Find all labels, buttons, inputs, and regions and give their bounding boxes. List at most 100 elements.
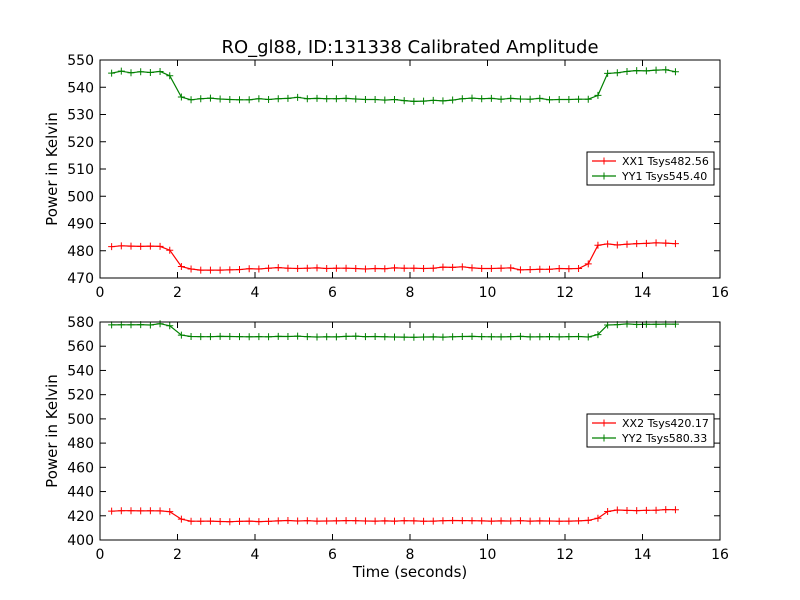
bottom-x-tick-label: 4 xyxy=(251,547,260,563)
bottom-series-2-point xyxy=(565,333,573,341)
bottom-series-2-point xyxy=(604,321,612,329)
top-series-2-point xyxy=(216,95,224,103)
bottom-series-1-point xyxy=(410,517,418,525)
bottom-series-1-point xyxy=(487,517,495,525)
bottom-x-tick-label: 12 xyxy=(556,547,574,563)
top-series-1-point xyxy=(497,264,505,272)
bottom-series-1-point xyxy=(439,517,447,525)
top-x-tick-label: 2 xyxy=(173,285,182,301)
top-series-2-point xyxy=(623,67,631,75)
top-x-tick-label: 10 xyxy=(479,285,497,301)
top-series-1-point xyxy=(371,264,379,272)
bottom-series-1-point xyxy=(575,517,583,525)
top-series-1-point xyxy=(187,265,195,273)
top-series-2-point xyxy=(197,95,205,103)
top-legend-marker-1 xyxy=(600,157,608,165)
top-series-2-point xyxy=(594,91,602,99)
bottom-x-tick-label: 8 xyxy=(406,547,415,563)
bottom-x-tick-label: 16 xyxy=(711,547,729,563)
top-x-tick-label: 14 xyxy=(634,285,652,301)
top-series-2-point xyxy=(108,69,116,77)
bottom-series-2-point xyxy=(420,333,428,341)
bottom-y-tick-label: 420 xyxy=(67,509,94,525)
top-y-tick-label: 500 xyxy=(67,189,94,205)
bottom-series-1-point xyxy=(177,515,185,523)
top-x-tick-label: 16 xyxy=(711,285,729,301)
bottom-series-1-point xyxy=(303,517,311,525)
top-series-2-point xyxy=(439,97,447,105)
bottom-series-2-point xyxy=(546,333,553,341)
bottom-series-2-point xyxy=(303,333,311,341)
bottom-series-2-point xyxy=(584,333,592,341)
bottom-series-2-point xyxy=(108,321,116,329)
bottom-legend-label-2: YY2 Tsys580.33 xyxy=(621,432,707,445)
bottom-series-1-point xyxy=(206,517,214,525)
bottom-series-2-point xyxy=(575,333,583,341)
top-series-2-point xyxy=(342,94,350,102)
top-series-2-point xyxy=(642,67,650,75)
top-series-1-point xyxy=(197,266,205,274)
bottom-series-1-point xyxy=(555,517,563,525)
bottom-series-1-point xyxy=(546,517,553,525)
bottom-series-2-point xyxy=(594,331,602,339)
bottom-series-2-point xyxy=(449,333,457,341)
bottom-series-2-point xyxy=(197,333,205,341)
top-series-2-point xyxy=(146,69,154,77)
top-legend: XX1 Tsys482.56 YY1 Tsys545.40 xyxy=(586,151,715,186)
bottom-series-2-point xyxy=(284,333,292,341)
top-series-2-point xyxy=(323,95,331,103)
bottom-x-tick-label: 10 xyxy=(479,547,497,563)
top-series-1-point xyxy=(391,264,398,272)
top-series-1-point xyxy=(284,264,292,272)
bottom-x-tick-label: 6 xyxy=(328,547,337,563)
bottom-series-1-point xyxy=(507,517,515,525)
top-series-2-point xyxy=(255,95,263,103)
bottom-x-axis-label: Time (seconds) xyxy=(352,563,468,581)
top-series-1-point xyxy=(166,246,174,254)
top-series-2-point xyxy=(236,96,243,104)
bottom-series-1-point xyxy=(584,516,592,524)
bottom-series-1-point xyxy=(526,517,534,525)
bottom-y-tick-label: 480 xyxy=(67,436,94,452)
bottom-series-2-point xyxy=(265,333,273,341)
bottom-series-1-point xyxy=(137,507,145,515)
top-series-2-point xyxy=(187,96,195,104)
bottom-series-2-point xyxy=(255,333,263,341)
bottom-series-1-point xyxy=(352,517,360,525)
top-series-1-point xyxy=(449,263,457,271)
bottom-series-1-point xyxy=(516,517,524,525)
top-series-2-point xyxy=(245,96,253,104)
bottom-series-2-point xyxy=(352,332,360,340)
top-series-2-point xyxy=(507,94,515,102)
bottom-series-1-point xyxy=(429,517,437,525)
top-series-1-point xyxy=(662,239,670,247)
bottom-series-1-point xyxy=(633,507,641,515)
top-series-1-point xyxy=(342,264,350,272)
top-series-1-point xyxy=(516,266,524,274)
top-series-1-point xyxy=(633,240,641,248)
bottom-y-tick-label: 560 xyxy=(67,339,94,355)
bottom-series-2-point xyxy=(323,333,331,341)
top-series-1-point xyxy=(546,265,553,273)
bottom-series-1-point xyxy=(565,517,573,525)
bottom-series-2-point xyxy=(497,333,505,341)
top-y-tick-label: 530 xyxy=(67,108,94,124)
top-series-2-point xyxy=(449,96,457,104)
bottom-series-1-point xyxy=(127,507,135,515)
top-series-2-point xyxy=(391,96,398,104)
top-series-1-point xyxy=(642,239,650,247)
bottom-series-2-point xyxy=(507,333,515,341)
top-series-1-point xyxy=(429,264,437,272)
bottom-series-1-point xyxy=(497,517,505,525)
bottom-series-1-point xyxy=(613,506,621,514)
top-series-1-point xyxy=(536,265,544,273)
top-series-2-point xyxy=(137,68,145,76)
top-series-2-point xyxy=(458,95,466,103)
top-series-1-point xyxy=(274,264,282,272)
top-y-tick-label: 470 xyxy=(67,271,94,287)
top-legend-box xyxy=(586,151,715,186)
bottom-series-2-point xyxy=(294,332,302,340)
bottom-series-1-point xyxy=(458,517,466,525)
bottom-series-1-point xyxy=(187,517,195,525)
top-series-2-point xyxy=(516,95,524,103)
